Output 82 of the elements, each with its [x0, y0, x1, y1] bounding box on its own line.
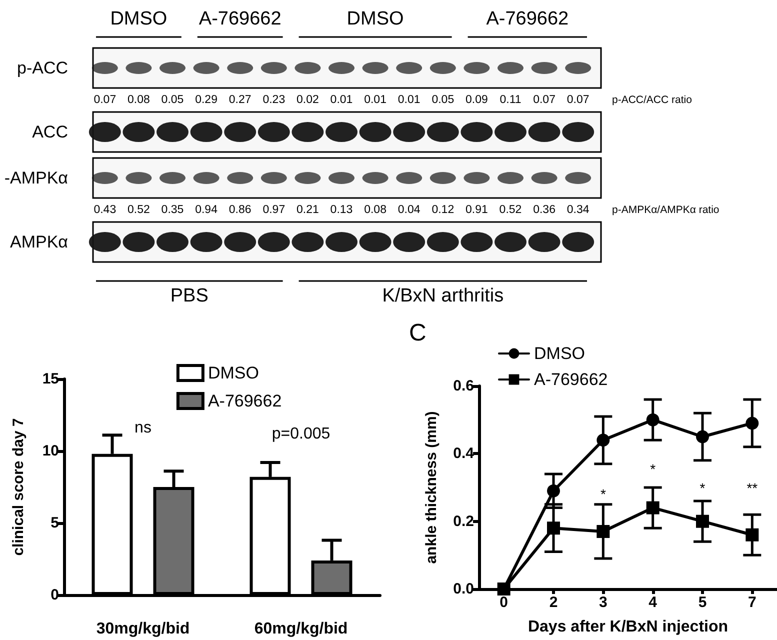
point [646, 413, 660, 426]
text: K/BxN arthritis [382, 286, 504, 306]
text: 0.07 [94, 94, 116, 106]
y-tick-label: 0.4 [453, 445, 475, 462]
text: 0.01 [398, 94, 420, 106]
text: 0.97 [262, 204, 286, 216]
y-tick-label: 0.0 [453, 580, 474, 598]
point [547, 522, 560, 535]
x-tick-label: 0 [500, 594, 508, 611]
annotation: ns [134, 420, 152, 436]
y-axis-title: ankle thickness (mm) [423, 411, 440, 564]
category-label: -AMPKα [4, 168, 68, 188]
text: 0.91 [466, 204, 488, 216]
y-tick-label: 15 [42, 370, 59, 388]
text: 0.07 [533, 94, 556, 106]
text: p-AMPKα/AMPKα ratio [612, 204, 720, 216]
point [646, 501, 660, 514]
y-tick-label: 0.6 [453, 378, 474, 394]
legend-label: DMSO [534, 344, 585, 363]
annotation: ** [746, 480, 758, 496]
annotation: p=0.005 [272, 426, 330, 442]
x-tick-label: 3 [598, 594, 608, 611]
text: 0.52 [499, 204, 522, 216]
annotation: * [600, 486, 606, 502]
category-label: p-ACC [16, 58, 68, 78]
x-tick-label: 4 [648, 594, 658, 611]
text: A-769662 [486, 8, 569, 30]
text: 0.23 [262, 94, 286, 106]
text: 0.09 [466, 94, 488, 106]
text: 0.11 [500, 94, 522, 106]
legend-label: A-769662 [534, 370, 608, 389]
point [746, 416, 759, 430]
text: PBS [170, 286, 208, 306]
text: 0.43 [94, 204, 116, 216]
x-tick-label: 30mg/kg/bid [96, 620, 190, 638]
text: DMSO [110, 8, 168, 30]
category-label: ACC [32, 122, 68, 142]
y-tick-label: 10 [42, 442, 59, 460]
chart-title: C [409, 320, 426, 346]
legend-label: DMSO [208, 364, 259, 382]
point [746, 528, 759, 542]
x-tick-label: 5 [698, 594, 707, 611]
text: 0.04 [398, 204, 421, 216]
point [696, 430, 709, 444]
annotation: * [650, 461, 656, 477]
x-tick-label: 60mg/kg/bid [254, 620, 348, 638]
x-axis-title: Days after K/BxN injection [528, 618, 728, 636]
point [497, 582, 510, 596]
annotation: * [700, 480, 706, 496]
text: 0.34 [566, 204, 590, 216]
text: p-ACC/ACC ratio [612, 94, 692, 106]
point [696, 514, 709, 528]
text: DMSO [346, 8, 404, 30]
y-axis-title: clinical score day 7 [10, 418, 27, 556]
text: 0.05 [432, 94, 454, 106]
text: 0.02 [296, 94, 319, 106]
text: 0.07 [566, 94, 590, 106]
text: 0.21 [296, 204, 319, 216]
text: 0.94 [195, 204, 218, 216]
y-tick-label: 5 [50, 514, 59, 532]
x-tick-label: 2 [549, 594, 558, 611]
legend-label: A-769662 [208, 392, 282, 410]
text: 0.12 [432, 204, 454, 216]
text: 0.08 [364, 204, 386, 216]
y-tick-label: 0.2 [453, 512, 474, 530]
text: 0.01 [330, 94, 353, 106]
text: 0.35 [161, 204, 184, 216]
text: 0.52 [128, 204, 150, 216]
point [596, 524, 610, 538]
point [547, 484, 560, 498]
category-label: AMPKα [10, 232, 68, 252]
text: 0.08 [128, 94, 150, 106]
x-tick-label: 7 [748, 594, 756, 611]
point [596, 434, 610, 447]
text: 0.01 [364, 94, 386, 106]
text: 0.36 [533, 204, 556, 216]
text: 0.13 [330, 204, 353, 216]
text: A-769662 [198, 8, 282, 30]
text: 0.86 [228, 204, 252, 216]
text: 0.27 [228, 94, 252, 106]
text: 0.29 [195, 94, 218, 106]
text: 0.05 [161, 94, 184, 106]
